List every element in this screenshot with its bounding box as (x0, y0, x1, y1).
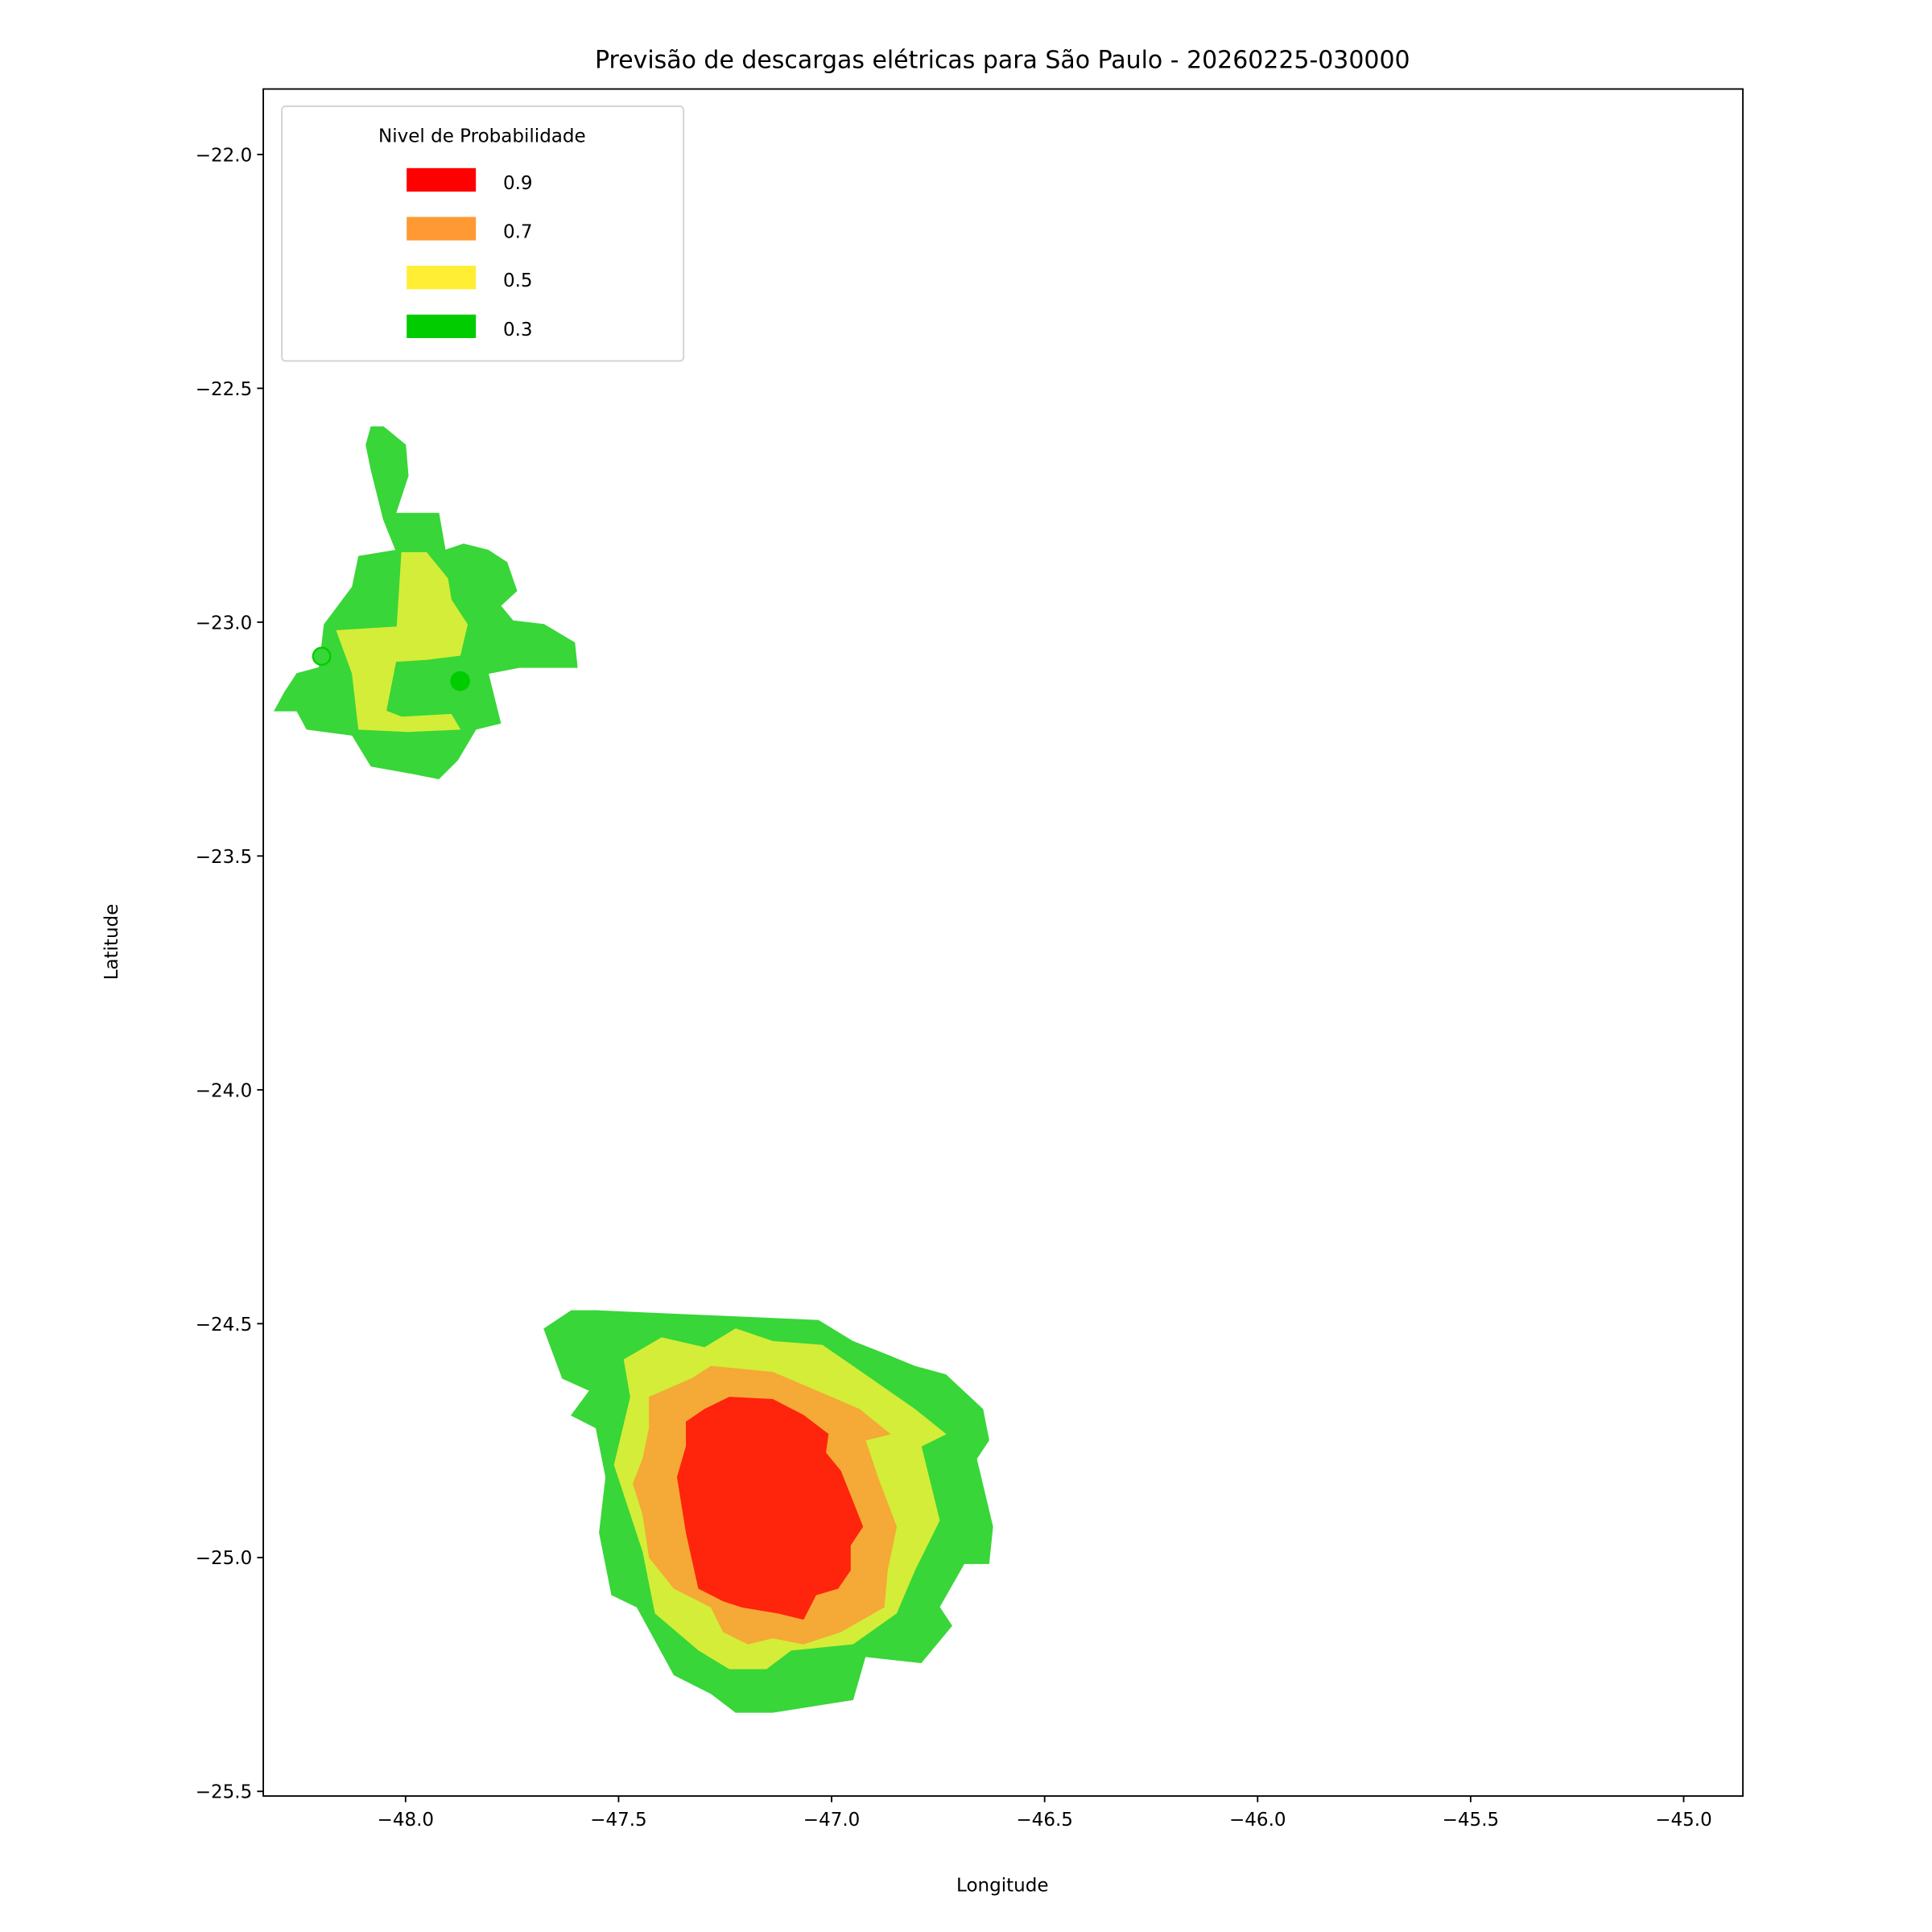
chart-title: Previsão de descargas elétricas para São… (595, 46, 1410, 74)
x-tick-label: −47.5 (590, 1810, 647, 1831)
legend-label: 0.5 (503, 270, 533, 291)
legend-swatch (407, 217, 477, 241)
x-tick-label: −46.5 (1016, 1810, 1073, 1831)
y-tick-label: −22.5 (196, 379, 253, 400)
legend-label: 0.3 (503, 320, 533, 341)
legend: Nivel de Probabilidade 0.9 0.7 0.5 0.3 (281, 105, 685, 362)
y-axis-ticks: −22.0 −22.5 −23.0 −23.5 −24.0 −24.5 −25.0 −25.5 (196, 145, 264, 1803)
location-marker (450, 671, 470, 691)
y-tick-label: −25.0 (196, 1548, 253, 1569)
contour-level-0-5 (336, 551, 469, 733)
contour-level-0-9 (676, 1397, 864, 1620)
x-axis-label: Longitude (956, 1875, 1048, 1896)
y-tick-label: −23.5 (196, 847, 253, 868)
legend-label: 0.7 (503, 222, 533, 243)
x-tick-label: −45.5 (1443, 1810, 1500, 1831)
axes-frame (262, 88, 1744, 1798)
legend-box (281, 105, 685, 362)
legend-swatch (407, 167, 477, 192)
location-marker (312, 646, 332, 667)
y-tick-label: −23.0 (196, 613, 253, 634)
legend-label: 0.9 (503, 173, 533, 194)
y-tick-label: −24.0 (196, 1080, 253, 1101)
plot-area (274, 426, 993, 1713)
x-tick-label: −48.0 (378, 1810, 435, 1831)
x-axis-ticks: −48.0 −47.5 −47.0 −46.5 −46.0 −45.5 −45.0 (378, 1796, 1712, 1831)
legend-swatch (407, 266, 477, 290)
x-tick-label: −46.0 (1229, 1810, 1286, 1831)
y-axis-label: Latitude (101, 904, 122, 980)
legend-swatch (407, 314, 477, 338)
y-tick-label: −25.5 (196, 1782, 253, 1803)
y-tick-label: −22.0 (196, 145, 253, 166)
legend-title: Nivel de Probabilidade (378, 126, 586, 147)
x-tick-label: −47.0 (803, 1810, 861, 1831)
y-tick-label: −24.5 (196, 1315, 253, 1335)
x-tick-label: −45.0 (1655, 1810, 1712, 1831)
